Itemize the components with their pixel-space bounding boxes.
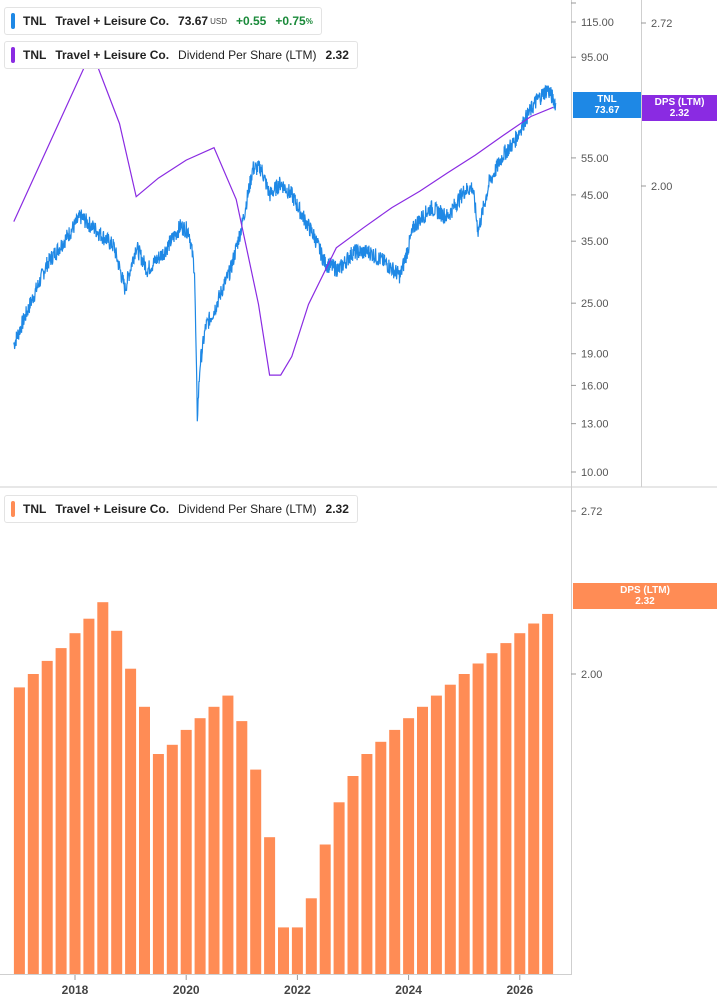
price-tick-label: 45.00 [581, 190, 609, 202]
dps-legend-bottom[interactable]: TNL Travel + Leisure Co. Dividend Per Sh… [4, 495, 358, 523]
legend-currency: USD [210, 16, 227, 26]
dps-top-swatch [11, 47, 15, 63]
dps-bottom-swatch [11, 501, 15, 517]
top-price-axis: 115.00 95.00 55.00 45.00 35.00 25.00 19.00 16.0… [0, 0, 717, 975]
dps-bar [333, 802, 345, 974]
dps-bar [152, 754, 164, 974]
legend-metric: Dividend Per Share (LTM) [178, 502, 317, 516]
legend-price-value: 73.67 [178, 14, 209, 28]
dps-bar [542, 613, 554, 974]
dps-bar [417, 706, 428, 974]
price-tag-label: TNL [597, 94, 617, 105]
legend-metric: Dividend Per Share (LTM) [178, 48, 317, 62]
legend-dps-value: 2.32 [325, 48, 349, 62]
legend-company: Travel + Leisure Co. [55, 502, 170, 516]
dps-bar [361, 754, 373, 974]
price-line [13, 84, 557, 422]
price-tick-label: 55.00 [581, 153, 609, 165]
dps-tag-bottom-value: 2.32 [635, 596, 655, 607]
legend-pct-sign: % [305, 16, 313, 26]
dps-bar [514, 633, 526, 974]
x-tick-label: 2026 [506, 983, 533, 997]
dps-bar [208, 706, 220, 974]
dps-bar [236, 721, 248, 974]
dps-bar [125, 668, 137, 974]
dps-bar [111, 630, 123, 974]
dps-bar [486, 653, 498, 974]
price-legend[interactable]: TNL Travel + Leisure Co. 73.67 USD +0.55… [4, 7, 322, 35]
price-tag: TNL 73.67 [573, 92, 641, 118]
x-tick-label: 2022 [284, 983, 311, 997]
dps-bar [166, 744, 178, 974]
bar-tick-label: 2.00 [581, 669, 602, 681]
dps-bar [264, 837, 276, 974]
dps-line [13, 49, 554, 376]
dps-bars [13, 602, 554, 974]
dps-bar [41, 660, 53, 974]
x-tick-label: 2024 [395, 983, 422, 997]
dps-bar [180, 729, 192, 974]
price-tick-label: 16.00 [581, 380, 609, 392]
dps-tag-top-value: 2.32 [669, 108, 690, 119]
legend-company: Travel + Leisure Co. [55, 14, 170, 28]
dps-bar [528, 623, 540, 974]
price-swatch [11, 13, 15, 29]
dps-bar [291, 927, 303, 974]
dps-bar [305, 898, 317, 974]
dps-legend-top[interactable]: TNL Travel + Leisure Co. Dividend Per Sh… [4, 41, 358, 69]
dps-tag-top-label: DPS (LTM) [654, 97, 705, 108]
dps-bar [222, 695, 234, 974]
price-tick-label: 95.00 [581, 52, 609, 64]
bar-tick-label: 2.72 [581, 506, 602, 518]
x-tick-label: 2020 [173, 983, 200, 997]
price-tick-label: 19.00 [581, 349, 609, 361]
dps-bar [194, 718, 206, 974]
dps-bar [472, 663, 484, 974]
price-tick-label: 35.00 [581, 236, 609, 248]
dps-tag-top: DPS (LTM) 2.32 [642, 95, 717, 121]
dps-tick-label: 2.72 [651, 18, 672, 30]
price-tick-label: 13.00 [581, 419, 609, 431]
dps-bar [319, 844, 331, 974]
legend-company: Travel + Leisure Co. [55, 48, 170, 62]
dps-bar [375, 741, 387, 974]
dps-bar [83, 618, 95, 974]
dps-bar [444, 684, 456, 974]
dps-bar [250, 769, 262, 974]
price-series [13, 84, 557, 422]
legend-dps-value: 2.32 [325, 502, 349, 516]
x-axis: 2018 2020 2022 2024 2026 [62, 975, 533, 997]
legend-change-pct: +0.75 [275, 14, 306, 28]
legend-ticker: TNL [23, 14, 47, 28]
price-tag-value: 73.67 [594, 105, 620, 116]
legend-ticker: TNL [23, 502, 47, 516]
dps-bar [139, 706, 150, 974]
x-tick-label: 2018 [62, 983, 89, 997]
legend-ticker: TNL [23, 48, 47, 62]
dps-bar [27, 674, 39, 974]
dps-bar [458, 674, 470, 974]
dps-bar [69, 633, 81, 974]
dps-bar [97, 602, 109, 974]
top-dps-axis: 2.72 2.00 [641, 18, 672, 193]
price-tick-label: 10.00 [581, 467, 609, 479]
price-tick-label: 115.00 [581, 17, 614, 29]
dps-tag-bottom: DPS (LTM) 2.32 [573, 583, 717, 609]
dps-bar [500, 643, 512, 974]
price-tick-label: 25.00 [581, 298, 609, 310]
dps-bar [13, 687, 25, 974]
dps-bar [347, 776, 359, 974]
dps-bar [278, 927, 289, 974]
dps-series [13, 49, 554, 376]
dps-bar [55, 648, 67, 974]
legend-change: +0.55 [235, 14, 267, 28]
dps-tick-label: 2.00 [651, 181, 672, 193]
dps-bar [403, 718, 415, 974]
bottom-dps-axis: 2.72 2.00 [571, 506, 602, 681]
dps-bar [389, 729, 401, 974]
dps-tag-bottom-label: DPS (LTM) [620, 585, 670, 596]
dps-bar [430, 695, 442, 974]
